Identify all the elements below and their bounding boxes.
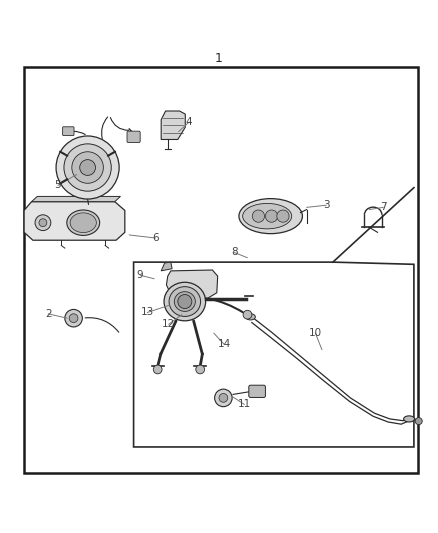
Circle shape — [39, 219, 47, 227]
FancyBboxPatch shape — [249, 385, 265, 398]
Circle shape — [153, 365, 162, 374]
Circle shape — [56, 136, 119, 199]
Circle shape — [265, 210, 278, 222]
Circle shape — [72, 152, 103, 183]
Circle shape — [277, 210, 289, 222]
Text: 7: 7 — [380, 203, 387, 212]
Circle shape — [243, 310, 252, 319]
Text: 2: 2 — [45, 309, 52, 319]
Ellipse shape — [70, 213, 96, 232]
Text: 3: 3 — [323, 200, 330, 210]
Circle shape — [196, 365, 205, 374]
Circle shape — [252, 210, 265, 222]
FancyBboxPatch shape — [127, 131, 140, 142]
Circle shape — [178, 295, 192, 309]
Text: 5: 5 — [54, 181, 61, 190]
Text: 1: 1 — [215, 52, 223, 65]
Polygon shape — [166, 270, 218, 298]
Text: 11: 11 — [238, 399, 251, 409]
Ellipse shape — [404, 416, 415, 422]
Polygon shape — [24, 201, 125, 240]
Ellipse shape — [243, 204, 292, 229]
Text: 4: 4 — [186, 117, 193, 127]
Ellipse shape — [169, 287, 201, 317]
Ellipse shape — [174, 292, 195, 311]
Polygon shape — [161, 262, 172, 271]
Text: 10: 10 — [309, 328, 322, 338]
Polygon shape — [32, 197, 120, 201]
Ellipse shape — [67, 210, 99, 236]
Circle shape — [215, 389, 232, 407]
Text: 9: 9 — [137, 270, 144, 280]
Circle shape — [64, 144, 111, 191]
Ellipse shape — [246, 314, 255, 320]
Ellipse shape — [239, 199, 302, 233]
Text: 8: 8 — [231, 247, 238, 257]
Circle shape — [35, 215, 51, 231]
Text: 14: 14 — [218, 340, 231, 350]
Bar — [24, 67, 418, 473]
Ellipse shape — [164, 282, 206, 321]
Text: 12: 12 — [162, 319, 175, 329]
Circle shape — [65, 310, 82, 327]
FancyBboxPatch shape — [63, 127, 74, 135]
Circle shape — [69, 314, 78, 322]
Polygon shape — [161, 111, 185, 140]
Circle shape — [80, 159, 95, 175]
Circle shape — [219, 393, 228, 402]
Text: 6: 6 — [152, 233, 159, 243]
Circle shape — [415, 418, 422, 425]
Text: 13: 13 — [141, 308, 154, 318]
